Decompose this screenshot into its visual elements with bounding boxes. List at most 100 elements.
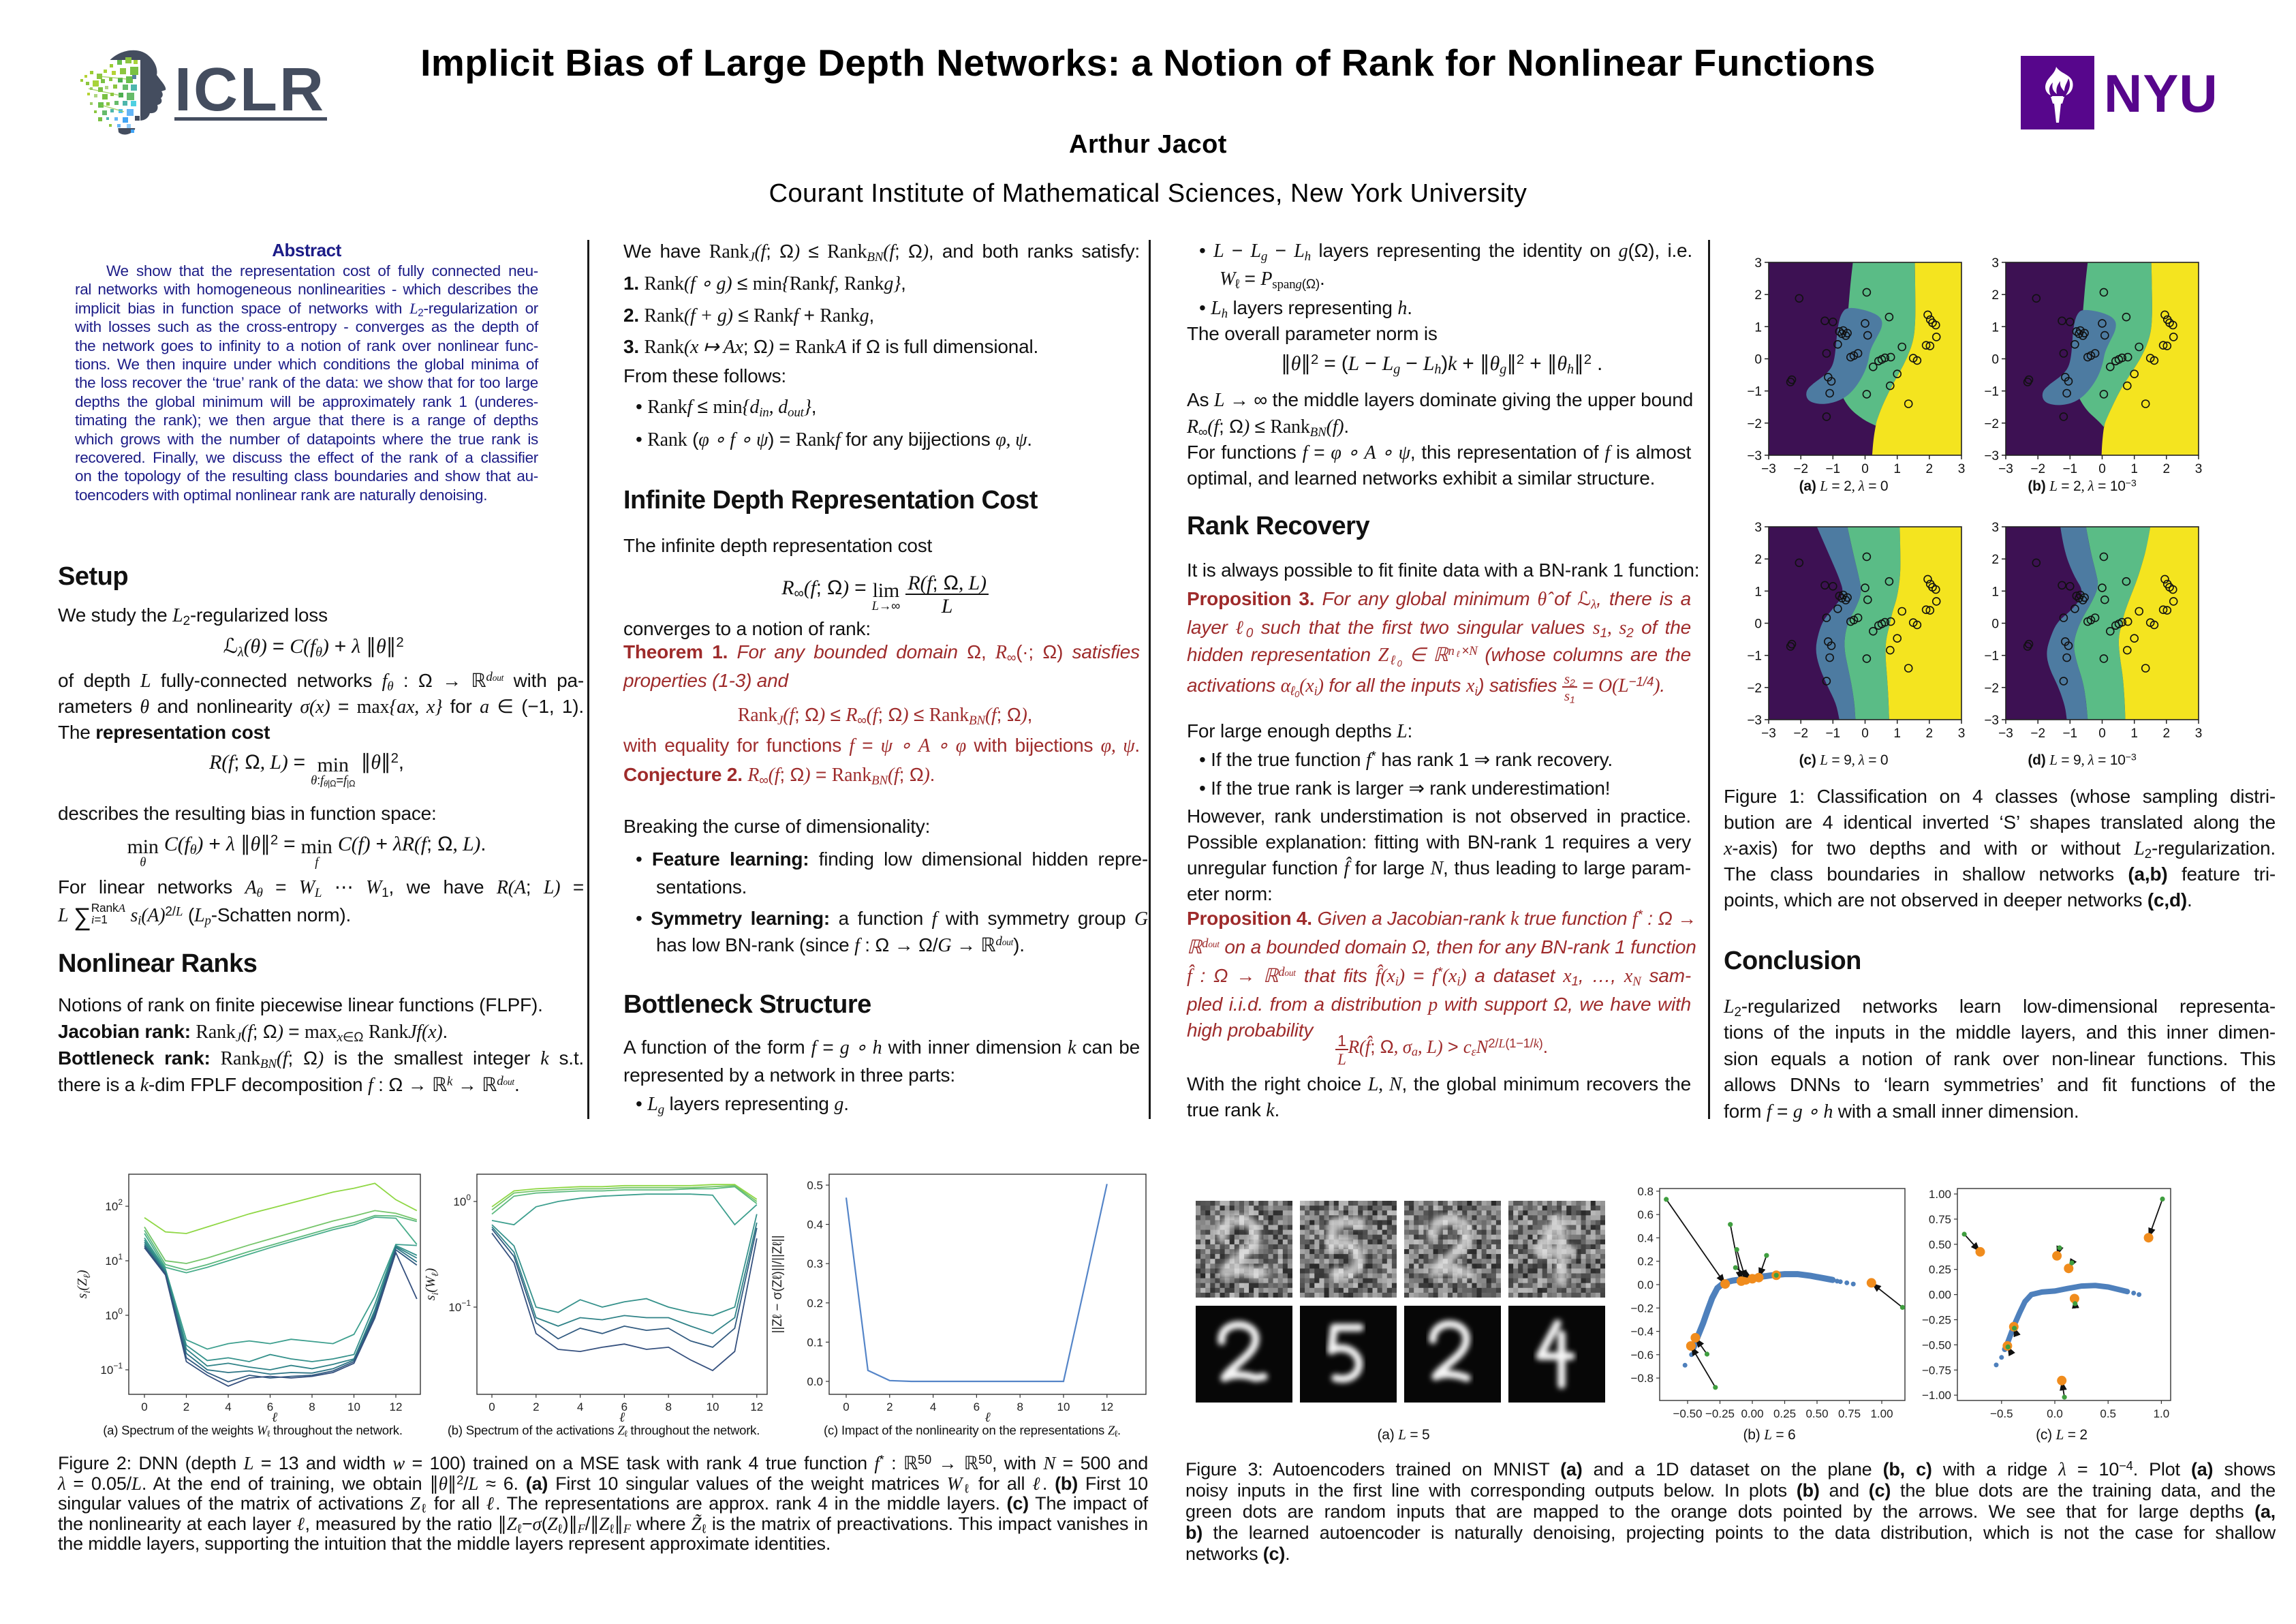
svg-text:−1: −1 xyxy=(1984,385,1999,399)
svg-text:0.25: 0.25 xyxy=(1773,1407,1796,1420)
svg-text:1: 1 xyxy=(2130,726,2138,741)
svg-text:1: 1 xyxy=(1893,462,1901,476)
svg-text:10: 10 xyxy=(347,1400,360,1413)
svg-text:−0.4: −0.4 xyxy=(1630,1326,1654,1338)
svg-text:1: 1 xyxy=(2130,462,2138,476)
svg-text:0.2: 0.2 xyxy=(1637,1255,1654,1268)
svg-text:4: 4 xyxy=(225,1400,231,1413)
svg-text:3: 3 xyxy=(1991,256,1999,271)
svg-text:0.00: 0.00 xyxy=(1741,1407,1763,1420)
svg-text:102: 102 xyxy=(105,1197,123,1213)
svg-text:10−1: 10−1 xyxy=(100,1361,123,1377)
svg-text:0: 0 xyxy=(1861,462,1869,476)
svg-text:12: 12 xyxy=(1100,1400,1113,1413)
svg-text:0: 0 xyxy=(2098,726,2106,741)
svg-text:si(Wℓ): si(Wℓ) xyxy=(423,1268,441,1300)
svg-text:−1: −1 xyxy=(1825,462,1840,476)
svg-text:2: 2 xyxy=(1754,288,1762,303)
svg-text:−0.6: −0.6 xyxy=(1630,1349,1654,1362)
svg-text:1: 1 xyxy=(1991,320,1999,335)
svg-text:−0.50: −0.50 xyxy=(1673,1407,1702,1420)
svg-text:||Zℓ − σ(Zℓ)||/||Zℓ||: ||Zℓ − σ(Zℓ)||/||Zℓ|| xyxy=(771,1235,785,1333)
svg-text:−1: −1 xyxy=(1984,649,1999,664)
svg-text:0: 0 xyxy=(843,1400,849,1413)
svg-text:12: 12 xyxy=(390,1400,403,1413)
svg-text:−0.5: −0.5 xyxy=(1990,1407,2013,1420)
svg-text:101: 101 xyxy=(105,1252,123,1268)
svg-text:0.1: 0.1 xyxy=(807,1336,823,1349)
svg-text:0.4: 0.4 xyxy=(1637,1231,1654,1244)
svg-text:1: 1 xyxy=(1754,585,1762,599)
svg-text:si(Zℓ): si(Zℓ) xyxy=(75,1270,93,1298)
svg-text:2: 2 xyxy=(886,1400,893,1413)
svg-text:0: 0 xyxy=(2098,462,2106,476)
svg-text:2: 2 xyxy=(2163,462,2171,476)
svg-text:−0.25: −0.25 xyxy=(1922,1314,1951,1327)
svg-text:4: 4 xyxy=(930,1400,936,1413)
svg-text:−3: −3 xyxy=(1747,714,1762,728)
svg-text:0: 0 xyxy=(141,1400,147,1413)
svg-text:−2: −2 xyxy=(1984,417,1999,431)
svg-text:0.6: 0.6 xyxy=(1637,1208,1654,1221)
svg-text:−3: −3 xyxy=(1998,462,2013,476)
svg-text:−0.2: −0.2 xyxy=(1630,1302,1654,1315)
svg-text:2: 2 xyxy=(183,1400,189,1413)
svg-text:3: 3 xyxy=(1754,256,1762,271)
svg-text:−2: −2 xyxy=(1793,726,1808,741)
svg-text:0.75: 0.75 xyxy=(1929,1213,1951,1226)
svg-text:−2: −2 xyxy=(2030,462,2045,476)
svg-text:−2: −2 xyxy=(1747,681,1762,696)
svg-text:3: 3 xyxy=(2195,462,2203,476)
svg-text:ℓ: ℓ xyxy=(619,1410,625,1425)
svg-text:0.4: 0.4 xyxy=(807,1219,823,1231)
svg-text:10: 10 xyxy=(1057,1400,1070,1413)
svg-text:0: 0 xyxy=(1991,353,1999,367)
svg-text:−2: −2 xyxy=(1747,417,1762,431)
svg-text:−3: −3 xyxy=(1747,449,1762,463)
svg-text:10−1: 10−1 xyxy=(448,1298,471,1314)
svg-text:−0.8: −0.8 xyxy=(1630,1372,1654,1385)
svg-text:ℓ: ℓ xyxy=(984,1410,991,1425)
svg-text:2: 2 xyxy=(1991,288,1999,303)
svg-text:NYU: NYU xyxy=(2104,63,2218,123)
svg-text:3: 3 xyxy=(1958,726,1966,741)
svg-text:1.0: 1.0 xyxy=(2154,1407,2170,1420)
svg-text:1.00: 1.00 xyxy=(1929,1188,1951,1201)
svg-text:−3: −3 xyxy=(1984,449,1999,463)
svg-text:1.00: 1.00 xyxy=(1870,1407,1893,1420)
svg-text:8: 8 xyxy=(1017,1400,1023,1413)
svg-text:0.0: 0.0 xyxy=(1637,1278,1654,1291)
svg-text:−1: −1 xyxy=(1825,726,1840,741)
svg-text:3: 3 xyxy=(1958,462,1966,476)
svg-text:−1.00: −1.00 xyxy=(1922,1389,1951,1402)
svg-text:−3: −3 xyxy=(1761,726,1776,741)
svg-text:−1: −1 xyxy=(2062,726,2077,741)
svg-text:ℓ: ℓ xyxy=(272,1410,278,1425)
svg-text:0.0: 0.0 xyxy=(2047,1407,2063,1420)
svg-text:2: 2 xyxy=(2163,726,2171,741)
svg-text:2: 2 xyxy=(533,1400,539,1413)
svg-text:−2: −2 xyxy=(1793,462,1808,476)
svg-text:0.0: 0.0 xyxy=(807,1375,823,1388)
svg-text:1: 1 xyxy=(1893,726,1901,741)
svg-text:1: 1 xyxy=(1991,585,1999,599)
svg-text:−1: −1 xyxy=(1747,649,1762,664)
svg-text:0.8: 0.8 xyxy=(1637,1185,1654,1198)
svg-text:3: 3 xyxy=(1754,521,1762,535)
svg-text:0: 0 xyxy=(1754,617,1762,632)
svg-text:8: 8 xyxy=(665,1400,671,1413)
svg-text:0.3: 0.3 xyxy=(807,1257,823,1270)
svg-text:−0.25: −0.25 xyxy=(1705,1407,1735,1420)
svg-text:2: 2 xyxy=(1926,462,1934,476)
svg-text:12: 12 xyxy=(750,1400,763,1413)
svg-text:6: 6 xyxy=(621,1400,627,1413)
svg-text:0.2: 0.2 xyxy=(807,1297,823,1310)
svg-text:0.5: 0.5 xyxy=(2100,1407,2116,1420)
svg-text:0.50: 0.50 xyxy=(1929,1238,1951,1251)
svg-text:1: 1 xyxy=(1754,320,1762,335)
svg-text:0.75: 0.75 xyxy=(1838,1407,1861,1420)
svg-text:0.00: 0.00 xyxy=(1929,1289,1951,1302)
svg-text:0.5: 0.5 xyxy=(807,1179,823,1192)
svg-text:0.25: 0.25 xyxy=(1929,1263,1951,1276)
svg-text:−3: −3 xyxy=(1984,714,1999,728)
